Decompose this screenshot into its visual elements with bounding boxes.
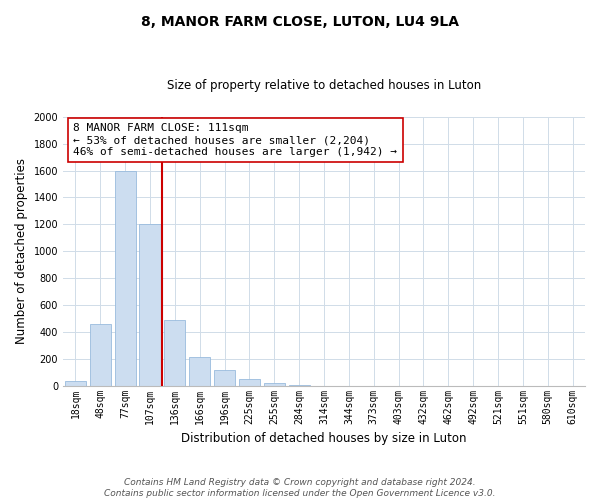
Bar xyxy=(239,379,260,386)
Bar xyxy=(139,224,161,386)
Text: 8 MANOR FARM CLOSE: 111sqm
← 53% of detached houses are smaller (2,204)
46% of s: 8 MANOR FARM CLOSE: 111sqm ← 53% of deta… xyxy=(73,124,397,156)
Bar xyxy=(90,324,111,386)
Bar xyxy=(115,170,136,386)
Bar xyxy=(189,358,211,386)
Title: Size of property relative to detached houses in Luton: Size of property relative to detached ho… xyxy=(167,79,481,92)
Bar xyxy=(214,370,235,386)
Text: 8, MANOR FARM CLOSE, LUTON, LU4 9LA: 8, MANOR FARM CLOSE, LUTON, LU4 9LA xyxy=(141,15,459,29)
Y-axis label: Number of detached properties: Number of detached properties xyxy=(15,158,28,344)
Text: Contains HM Land Registry data © Crown copyright and database right 2024.
Contai: Contains HM Land Registry data © Crown c… xyxy=(104,478,496,498)
Bar xyxy=(264,383,285,386)
Bar xyxy=(164,320,185,386)
Bar xyxy=(289,384,310,386)
X-axis label: Distribution of detached houses by size in Luton: Distribution of detached houses by size … xyxy=(181,432,467,445)
Bar xyxy=(65,381,86,386)
